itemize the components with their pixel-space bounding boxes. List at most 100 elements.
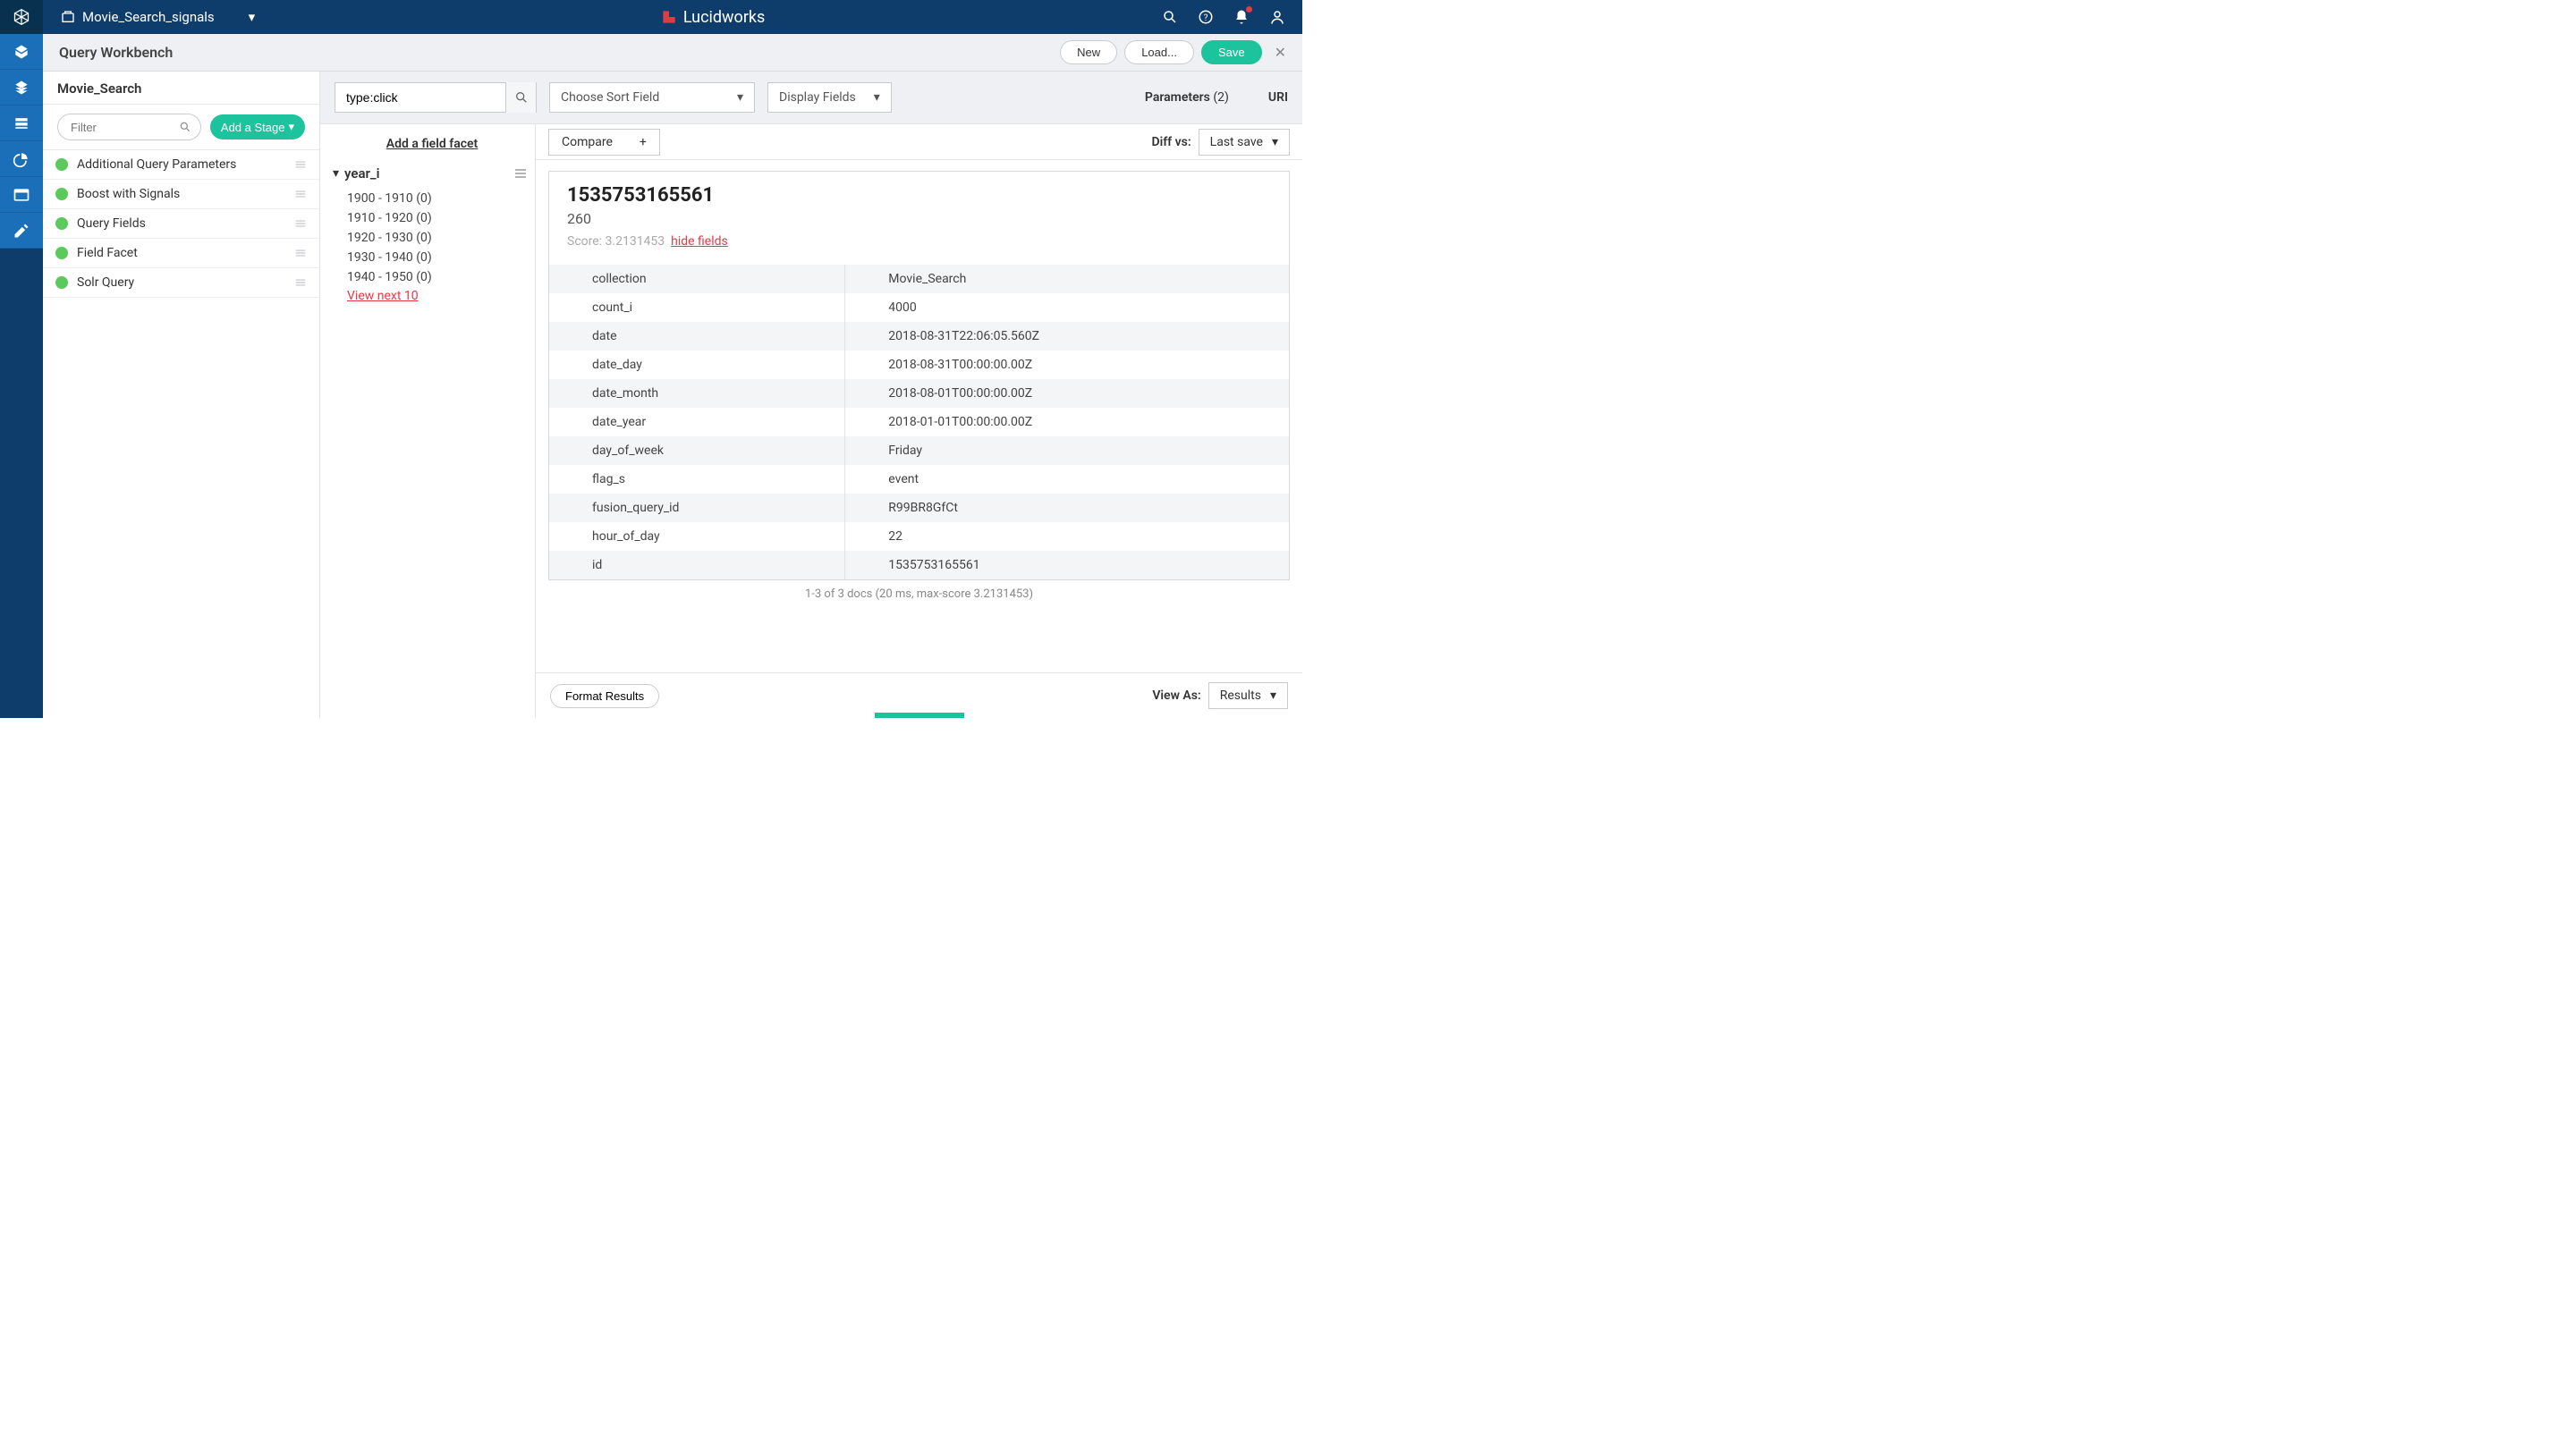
collection-selector[interactable]: Movie_Search_signals ▾ xyxy=(52,9,264,25)
drag-icon[interactable] xyxy=(294,188,307,200)
compare-label: Compare xyxy=(562,135,613,149)
brand-name: Lucidworks xyxy=(683,8,766,27)
stage-row[interactable]: Additional Query Parameters xyxy=(43,150,319,180)
product-logo[interactable] xyxy=(0,0,43,34)
display-fields-dropdown[interactable]: Display Fields ▾ xyxy=(767,82,892,113)
drag-icon[interactable] xyxy=(294,217,307,230)
field-key: date_year xyxy=(549,408,845,436)
query-input[interactable] xyxy=(335,83,505,112)
rail-item-2[interactable] xyxy=(0,70,43,106)
search-icon xyxy=(179,121,191,133)
sort-field-dropdown[interactable]: Choose Sort Field ▾ xyxy=(549,82,755,113)
compare-button[interactable]: Compare + xyxy=(548,129,660,156)
chevron-down-icon: ▾ xyxy=(288,120,294,134)
uri-link[interactable]: URI xyxy=(1268,90,1288,105)
notifications-icon[interactable] xyxy=(1233,8,1250,26)
field-row: count_i4000 xyxy=(549,293,1289,322)
stage-row[interactable]: Boost with Signals xyxy=(43,180,319,209)
score-label: Score: 3.2131453 xyxy=(567,234,665,249)
parameters-link[interactable]: Parameters (2) xyxy=(1145,90,1229,105)
chevron-down-icon: ▾ xyxy=(737,90,743,105)
facet-menu-icon[interactable] xyxy=(513,166,528,181)
results-column: Compare + Diff vs: Last save ▾ xyxy=(535,124,1302,718)
pipeline-name: Movie_Search xyxy=(43,72,319,105)
field-row: fusion_query_idR99BR8GfCt xyxy=(549,494,1289,522)
facet-column: Add a field facet ▾ year_i 1900 - 1910 (… xyxy=(320,124,535,718)
filter-input-wrap xyxy=(57,114,201,140)
rail-item-3[interactable] xyxy=(0,106,43,141)
format-results-button[interactable]: Format Results xyxy=(550,684,659,708)
field-key: date_day xyxy=(549,351,845,379)
rail-item-4[interactable] xyxy=(0,141,43,177)
facet-item[interactable]: 1900 - 1910 (0) xyxy=(347,189,535,208)
drag-icon[interactable] xyxy=(294,247,307,259)
new-button[interactable]: New xyxy=(1060,40,1117,64)
field-value: event xyxy=(845,465,1289,494)
result-id: 1535753165561 xyxy=(567,184,1271,207)
field-row: date_month2018-08-01T00:00:00.00Z xyxy=(549,379,1289,408)
field-key: fusion_query_id xyxy=(549,494,845,522)
stage-row[interactable]: Solr Query xyxy=(43,268,319,298)
field-value: 2018-01-01T00:00:00.00Z xyxy=(845,408,1289,436)
stage-status-dot xyxy=(55,247,68,259)
caret-down-icon: ▾ xyxy=(333,166,339,181)
field-row: hour_of_day22 xyxy=(549,522,1289,551)
facet-items: 1900 - 1910 (0)1910 - 1920 (0)1920 - 193… xyxy=(329,185,535,303)
drawer-handle[interactable] xyxy=(875,713,964,718)
stage-status-dot xyxy=(55,217,68,230)
stage-label: Query Fields xyxy=(77,216,294,231)
chevron-down-icon: ▾ xyxy=(874,90,880,105)
load-button[interactable]: Load... xyxy=(1124,40,1194,64)
field-row: flag_sevent xyxy=(549,465,1289,494)
hide-fields-link[interactable]: hide fields xyxy=(671,234,728,249)
view-next-link[interactable]: View next 10 xyxy=(347,287,535,303)
facet-item[interactable]: 1930 - 1940 (0) xyxy=(347,248,535,267)
facet-item[interactable]: 1940 - 1950 (0) xyxy=(347,267,535,287)
diff-dropdown[interactable]: Last save ▾ xyxy=(1199,129,1290,156)
view-as-dropdown[interactable]: Results ▾ xyxy=(1208,682,1288,709)
facet-group-header[interactable]: ▾ year_i xyxy=(329,162,535,185)
rail-item-1[interactable] xyxy=(0,34,43,70)
brand: Lucidworks xyxy=(264,8,1161,27)
results-toolbar: Compare + Diff vs: Last save ▾ xyxy=(536,124,1302,160)
stage-status-dot xyxy=(55,158,68,171)
view-as-label: View As: xyxy=(1152,688,1200,703)
diff-label: Diff vs: xyxy=(1151,135,1191,149)
sort-field-label: Choose Sort Field xyxy=(561,90,719,105)
add-stage-label: Add a Stage xyxy=(221,121,285,134)
close-icon[interactable]: ✕ xyxy=(1275,44,1286,61)
drag-icon[interactable] xyxy=(294,276,307,289)
facet-item[interactable]: 1920 - 1930 (0) xyxy=(347,228,535,248)
field-key: date xyxy=(549,322,845,351)
help-icon[interactable]: ? xyxy=(1197,8,1215,26)
field-value: 22 xyxy=(845,522,1289,551)
add-stage-button[interactable]: Add a Stage▾ xyxy=(210,114,305,139)
field-key: date_month xyxy=(549,379,845,408)
query-search-button[interactable] xyxy=(505,82,536,113)
result-card: 1535753165561 260 Score: 3.2131453 hide … xyxy=(548,171,1290,580)
search-icon[interactable] xyxy=(1161,8,1179,26)
field-value: R99BR8GfCt xyxy=(845,494,1289,522)
save-button[interactable]: Save xyxy=(1201,40,1262,64)
drag-icon[interactable] xyxy=(294,158,307,171)
topbar: Movie_Search_signals ▾ Lucidworks ? xyxy=(0,0,1302,34)
rail-item-5[interactable] xyxy=(0,177,43,213)
stage-row[interactable]: Field Facet xyxy=(43,239,319,268)
stage-status-dot xyxy=(55,276,68,289)
stage-list: Additional Query ParametersBoost with Si… xyxy=(43,150,319,718)
field-value: 2018-08-31T22:06:05.560Z xyxy=(845,322,1289,351)
subheader: Query Workbench New Load... Save ✕ xyxy=(43,34,1302,72)
brand-icon xyxy=(660,8,678,26)
field-key: collection xyxy=(549,265,845,293)
stage-row[interactable]: Query Fields xyxy=(43,209,319,239)
add-facet-link[interactable]: Add a field facet xyxy=(329,137,535,162)
field-value: 2018-08-31T00:00:00.00Z xyxy=(845,351,1289,379)
query-search-box xyxy=(335,82,537,113)
user-icon[interactable] xyxy=(1268,8,1286,26)
field-value: Movie_Search xyxy=(845,265,1289,293)
results-scroll[interactable]: 1535753165561 260 Score: 3.2131453 hide … xyxy=(536,160,1302,672)
facet-item[interactable]: 1910 - 1920 (0) xyxy=(347,208,535,228)
rail-item-6[interactable] xyxy=(0,213,43,249)
facet-group-name: year_i xyxy=(344,165,513,182)
stage-status-dot xyxy=(55,188,68,200)
